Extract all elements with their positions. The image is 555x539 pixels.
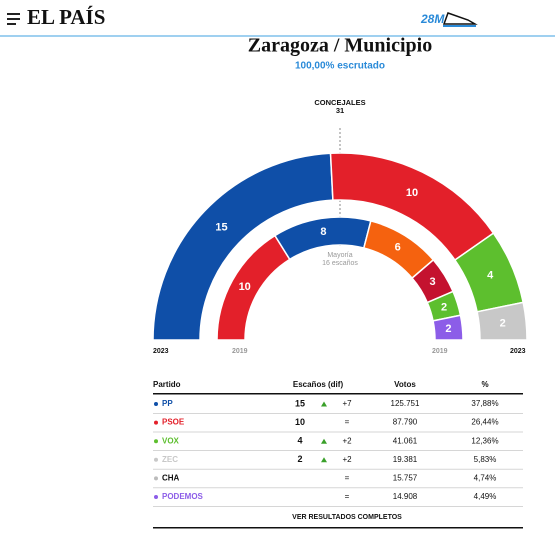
header-rule	[0, 35, 555, 37]
seat-label: 6	[395, 241, 401, 253]
percent: 12,36%	[471, 436, 498, 445]
column-header: Votos	[394, 380, 416, 389]
party-dot	[154, 420, 158, 425]
column-header: Escaños (dif)	[293, 380, 344, 389]
header-rule	[153, 393, 523, 395]
percent: 37,88%	[471, 399, 498, 408]
percent: 4,74%	[474, 474, 497, 483]
party-name: VOX	[162, 436, 180, 445]
seats: 2	[297, 454, 302, 464]
votes: 87.790	[393, 418, 418, 427]
column-header: Partido	[153, 380, 181, 389]
party-dot	[154, 495, 158, 499]
party-dot	[154, 476, 158, 481]
seat-label: 15	[215, 221, 227, 233]
seat-label: 2	[441, 301, 447, 313]
row-rule	[153, 413, 523, 414]
percent: 4,49%	[474, 492, 497, 501]
party-name: PP	[162, 399, 173, 408]
badge[interactable]: 28M	[420, 12, 445, 26]
diff: +2	[342, 455, 352, 464]
menu-bar	[7, 23, 16, 25]
party-dot	[154, 457, 158, 462]
year-label: 2023	[153, 348, 169, 355]
votes: 125.751	[391, 399, 420, 408]
diff: +2	[342, 436, 352, 445]
year-label: 2023	[510, 348, 526, 355]
title: Zaragoza / Municipio	[248, 35, 432, 57]
menu-bar	[7, 18, 20, 20]
subtitle: 100,00% escrutado	[295, 61, 385, 72]
up-arrow	[321, 438, 327, 444]
row-rule	[153, 431, 523, 433]
party-dot	[154, 439, 158, 444]
year-label: 2019	[232, 348, 248, 355]
row-rule	[153, 506, 523, 507]
diff: =	[345, 418, 350, 427]
party-name: ZEC	[162, 455, 178, 464]
chart-label: CONCEJALES	[314, 98, 365, 107]
menu-bar	[7, 13, 20, 15]
diff: +7	[342, 399, 352, 408]
row-rule	[153, 450, 523, 451]
up-arrow	[321, 457, 327, 463]
logo[interactable]: EL PAÍS	[27, 5, 105, 29]
party-name: CHA	[162, 474, 180, 483]
party-dot	[154, 402, 158, 406]
chart-total: 31	[336, 106, 344, 115]
diff: =	[345, 474, 350, 483]
seats: 15	[295, 398, 305, 408]
menu-icon[interactable]	[7, 13, 20, 25]
seat-label: 8	[320, 226, 326, 238]
seat-label: 4	[487, 269, 494, 281]
seat-label: 10	[239, 281, 251, 293]
row-rule	[153, 487, 523, 489]
percent: 5,83%	[474, 455, 497, 464]
seats: 4	[297, 436, 302, 446]
votes: 19.381	[393, 455, 418, 464]
diff: =	[345, 492, 350, 501]
seat-label: 3	[429, 276, 435, 288]
up-arrow	[321, 401, 327, 407]
column-header: %	[481, 380, 488, 389]
seat-arc	[273, 216, 372, 261]
party-name: PSOE	[162, 418, 185, 427]
badge-icon	[442, 12, 478, 25]
seat-label: 10	[406, 187, 418, 199]
votes: 15.757	[393, 474, 418, 483]
majority-label: Mayoría	[327, 252, 352, 259]
row-rule	[153, 468, 523, 470]
seat-label: 2	[445, 323, 451, 335]
percent: 26,44%	[471, 418, 498, 427]
seat-arc	[476, 301, 528, 341]
majority-seats: 16 escaños	[322, 260, 358, 267]
party-name: PODEMOS	[162, 492, 204, 501]
year-label: 2019	[432, 348, 448, 355]
seat-arc	[432, 314, 464, 341]
footer-rule	[153, 527, 523, 529]
seat-label: 2	[500, 317, 506, 329]
seats: 10	[295, 417, 305, 427]
votes: 14.908	[393, 492, 418, 501]
votes: 41.061	[393, 436, 418, 445]
results-link[interactable]: VER RESULTADOS COMPLETOS	[292, 514, 402, 521]
